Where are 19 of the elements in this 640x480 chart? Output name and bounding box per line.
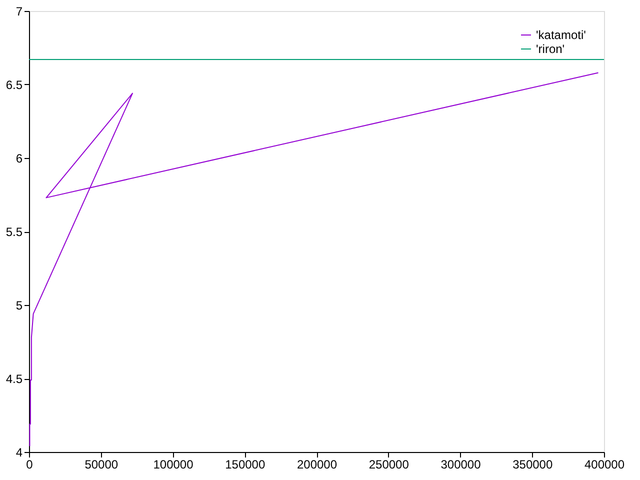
x-tick-label: 400000	[584, 458, 625, 472]
x-tick-label: 200000	[296, 458, 338, 472]
y-tick-label: 4	[16, 446, 23, 460]
x-tick-label: 350000	[512, 458, 553, 472]
x-tick-label: 0	[26, 458, 34, 472]
y-tick-label: 5	[16, 298, 23, 312]
x-tick-label: 50000	[84, 458, 118, 472]
x-tick-label: 150000	[225, 458, 266, 472]
legend-label: 'katamoti'	[536, 28, 586, 42]
x-tick-label: 300000	[440, 458, 482, 472]
line-series	[29, 72, 599, 447]
legend-label: 'riron'	[536, 42, 565, 56]
y-tick-label: 6.5	[6, 78, 23, 92]
y-tick-label: 6	[16, 152, 23, 166]
x-tick-label: 100000	[153, 458, 194, 472]
x-tick-label: 250000	[368, 458, 410, 472]
y-tick-label: 7	[16, 4, 23, 18]
y-tick-label: 4.5	[6, 372, 23, 386]
y-tick-label: 5.5	[6, 225, 23, 239]
